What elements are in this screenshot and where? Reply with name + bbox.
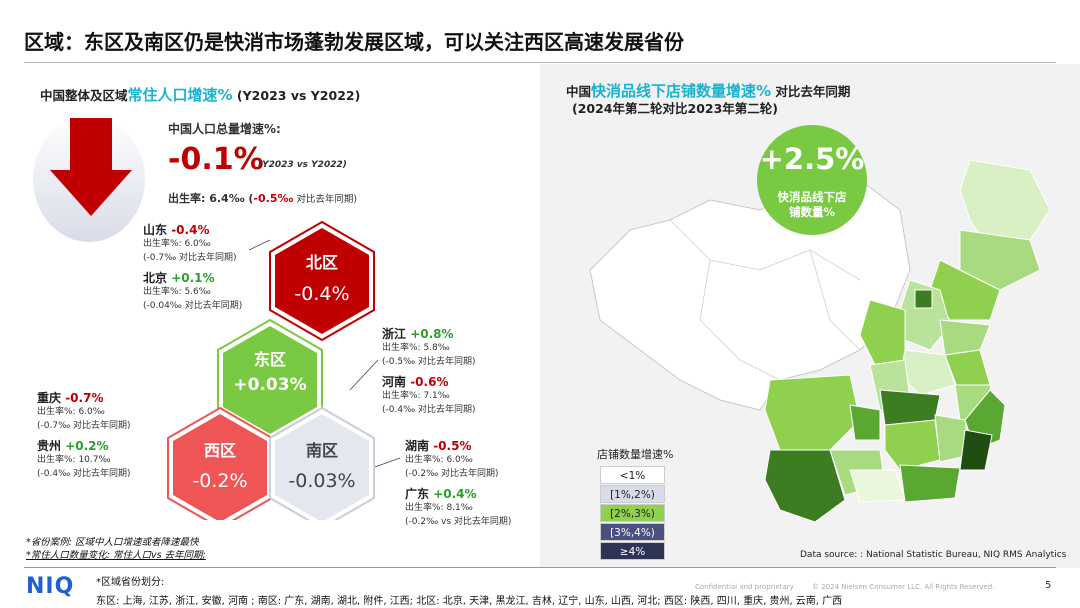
page-number: 5	[1045, 580, 1052, 591]
hex-west: 西区 -0.2%	[167, 406, 273, 520]
footnote-population-change: *常住人口数量变化: 常住人口vs 去年同期;	[26, 550, 206, 561]
hex-north-name: 北区	[306, 253, 338, 272]
store-growth-label-2: 铺数量%	[788, 205, 836, 219]
hex-south: 南区 -0.03%	[269, 406, 375, 520]
hex-south-value: -0.03%	[288, 470, 355, 492]
hex-west-name: 西区	[204, 441, 236, 460]
total-population-period: (Y2023 vs Y2022)	[258, 160, 347, 170]
shanxi-shape	[859, 299, 906, 366]
legend-item-2-3: [2%,3%)	[600, 504, 665, 522]
hunan-shape	[884, 419, 941, 471]
legend-item-1-2: [1%,2%)	[600, 485, 665, 503]
shandong-shape	[939, 319, 991, 356]
store-growth-bubble	[757, 125, 867, 235]
legend-item-ge4: ≥4%	[600, 542, 665, 560]
niq-logo: NIQ	[26, 574, 75, 599]
hex-east: 东区 +0.03%	[217, 318, 323, 442]
legend-item-lt1: <1%	[600, 466, 665, 484]
down-arrow-icon	[50, 118, 132, 216]
callout-guangdong: 广东 +0.4% 出生率%: 8.1‰ (-0.2‰ vs 对比去年同期)	[405, 487, 512, 527]
jilin-shape	[959, 229, 1041, 291]
total-population-value: -0.1%	[168, 142, 264, 177]
footnote-province-cases: *省份案例: 区域中人口增速或者降速最快	[26, 537, 199, 548]
callout-guizhou: 贵州 +0.2% 出生率%: 10.7‰ (-0.4‰ 对比去年同期)	[37, 439, 131, 479]
fujian-shape	[959, 429, 993, 471]
footer-divider	[24, 567, 1056, 568]
china-store-growth-map	[589, 159, 1051, 523]
copyright-note: © 2024 Nielsen Consumer LLC. All Rights …	[812, 583, 995, 591]
hex-east-name: 东区	[254, 350, 286, 369]
legend-title: 店铺数量增速%	[597, 448, 674, 461]
yunnan-shape	[764, 449, 846, 523]
guangxi-shape	[849, 469, 906, 503]
right-section-subheading: (2024年第二轮对比2023年第二轮)	[572, 101, 779, 116]
legend-item-3-4: [3%,4%)	[600, 523, 665, 541]
store-growth-label-1: 快消品线下店	[777, 190, 847, 204]
callout-henan: 河南 -0.6% 出生率%: 7.1‰ (-0.4‰ 对比去年同期)	[382, 375, 476, 415]
confidential-note: Confidential and proprietary	[695, 583, 794, 591]
hex-north-value: -0.4%	[294, 283, 349, 305]
title-divider	[24, 62, 1056, 63]
region-definition-label: *区域省份划分:	[96, 577, 165, 588]
hex-east-value: +0.03%	[233, 375, 306, 395]
callout-shandong: 山东 -0.4% 出生率%: 6.0‰ (-0.7‰ 对比去年同期)	[143, 223, 237, 263]
sichuan-shape	[764, 374, 861, 451]
region-hexagons: 北区 -0.4% 东区 +0.03% 西区 -0.2% 南区 -0.03%	[167, 220, 401, 520]
left-section-heading: 中国整体及区域常住人口增速% (Y2023 vs Y2022)	[40, 86, 361, 104]
callout-chongqing: 重庆 -0.7% 出生率%: 6.0‰ (-0.7‰ 对比去年同期)	[37, 391, 131, 431]
hubei-shape	[879, 389, 941, 426]
liaoning-shape	[929, 259, 1001, 321]
chongqing-shape	[849, 404, 881, 441]
callout-zhejiang: 浙江 +0.8% 出生率%: 5.8‰ (-0.5‰ 对比去年同期)	[382, 327, 476, 367]
guangdong-shape	[899, 464, 961, 503]
hex-west-value: -0.2%	[192, 470, 247, 492]
region-definition-text: 东区: 上海, 江苏, 浙江, 安徽, 河南 ; 南区: 广东, 湖南, 湖北,…	[96, 596, 843, 607]
beijing-shape	[914, 289, 933, 309]
callout-beijing: 北京 +0.1% 出生率%: 5.6‰ (-0.04‰ 对比去年同期)	[143, 271, 243, 311]
hex-south-name: 南区	[306, 441, 338, 460]
total-population-label: 中国人口总量增速%:	[168, 122, 281, 136]
right-section-heading: 中国快消品线下店铺数量增速% 对比去年同期	[566, 82, 851, 100]
store-growth-value: +2.5%	[759, 142, 865, 176]
page-title: 区域：东区及南区仍是快消市场蓬勃发展区域，可以关注西区高速发展省份	[24, 30, 684, 54]
callout-hunan: 湖南 -0.5% 出生率%: 6.0‰ (-0.2‰ 对比去年同期)	[405, 439, 499, 479]
data-source: Data source: : National Statistic Bureau…	[800, 550, 1067, 560]
hex-north: 北区 -0.4%	[269, 220, 375, 342]
national-birth-rate: 出生率: 6.4‰ (-0.5‰ 对比去年同期)	[168, 192, 358, 205]
